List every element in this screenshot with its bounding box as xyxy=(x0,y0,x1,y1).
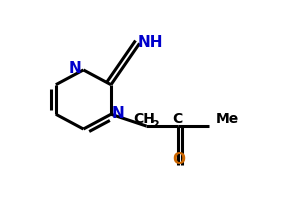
Text: O: O xyxy=(172,152,185,167)
Text: N: N xyxy=(68,61,81,76)
Text: 2: 2 xyxy=(152,120,159,129)
Text: Me: Me xyxy=(216,112,239,126)
Text: NH: NH xyxy=(138,35,163,50)
Text: N: N xyxy=(112,106,124,121)
Text: CH: CH xyxy=(133,112,156,126)
Text: C: C xyxy=(172,112,182,126)
